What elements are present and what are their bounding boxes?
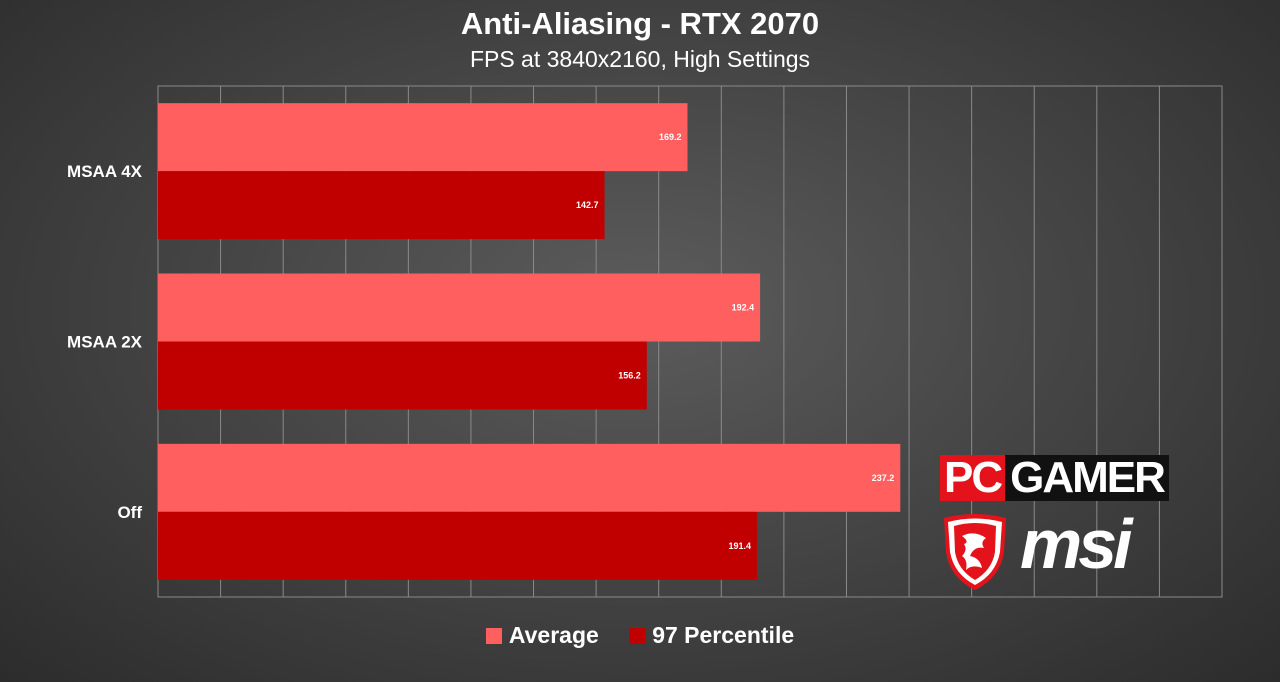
legend-item-average: Average xyxy=(485,622,599,649)
legend-label-97-percentile: 97 Percentile xyxy=(652,622,795,648)
bar-97-percentile xyxy=(158,341,647,410)
category-label: Off xyxy=(117,503,142,522)
data-label: 142.7 xyxy=(576,200,599,210)
data-label: 191.4 xyxy=(728,541,751,551)
labels: 169.2 142.7 MSAA 4X 192.4 156.2 MSAA 2X 237.2 1… xyxy=(67,132,894,551)
data-label: 169.2 xyxy=(659,132,682,142)
bars xyxy=(158,103,901,580)
legend-item-97-percentile: 97 Percentile xyxy=(629,622,794,649)
data-label: 156.2 xyxy=(618,371,641,381)
pcgamer-logo: PC GAMER xyxy=(940,455,1169,501)
chart-subtitle: FPS at 3840x2160, High Settings xyxy=(469,46,811,72)
bar-average xyxy=(158,443,901,512)
bar-average xyxy=(158,273,761,342)
chart-title: Anti-Aliasing - RTX 2070 xyxy=(460,6,820,41)
data-label: 192.4 xyxy=(732,303,755,313)
pcgamer-logo-pc: PC xyxy=(940,455,1006,501)
legend-swatch-average xyxy=(485,627,502,644)
msi-logo-text: msi xyxy=(1020,505,1133,583)
bar-average xyxy=(158,103,688,172)
data-label: 237.2 xyxy=(872,473,895,483)
category-label: MSAA 2X xyxy=(67,333,143,352)
pcgamer-logo-gamer: GAMER xyxy=(1005,455,1169,501)
bar-97-percentile xyxy=(158,511,757,580)
legend-label-average: Average xyxy=(508,622,599,648)
bar-97-percentile xyxy=(158,171,605,240)
legend: Average 97 Percentile xyxy=(0,622,1280,650)
category-label: MSAA 4X xyxy=(67,162,143,181)
legend-swatch-97-percentile xyxy=(629,627,646,644)
dragon-shield-icon xyxy=(944,514,1006,590)
